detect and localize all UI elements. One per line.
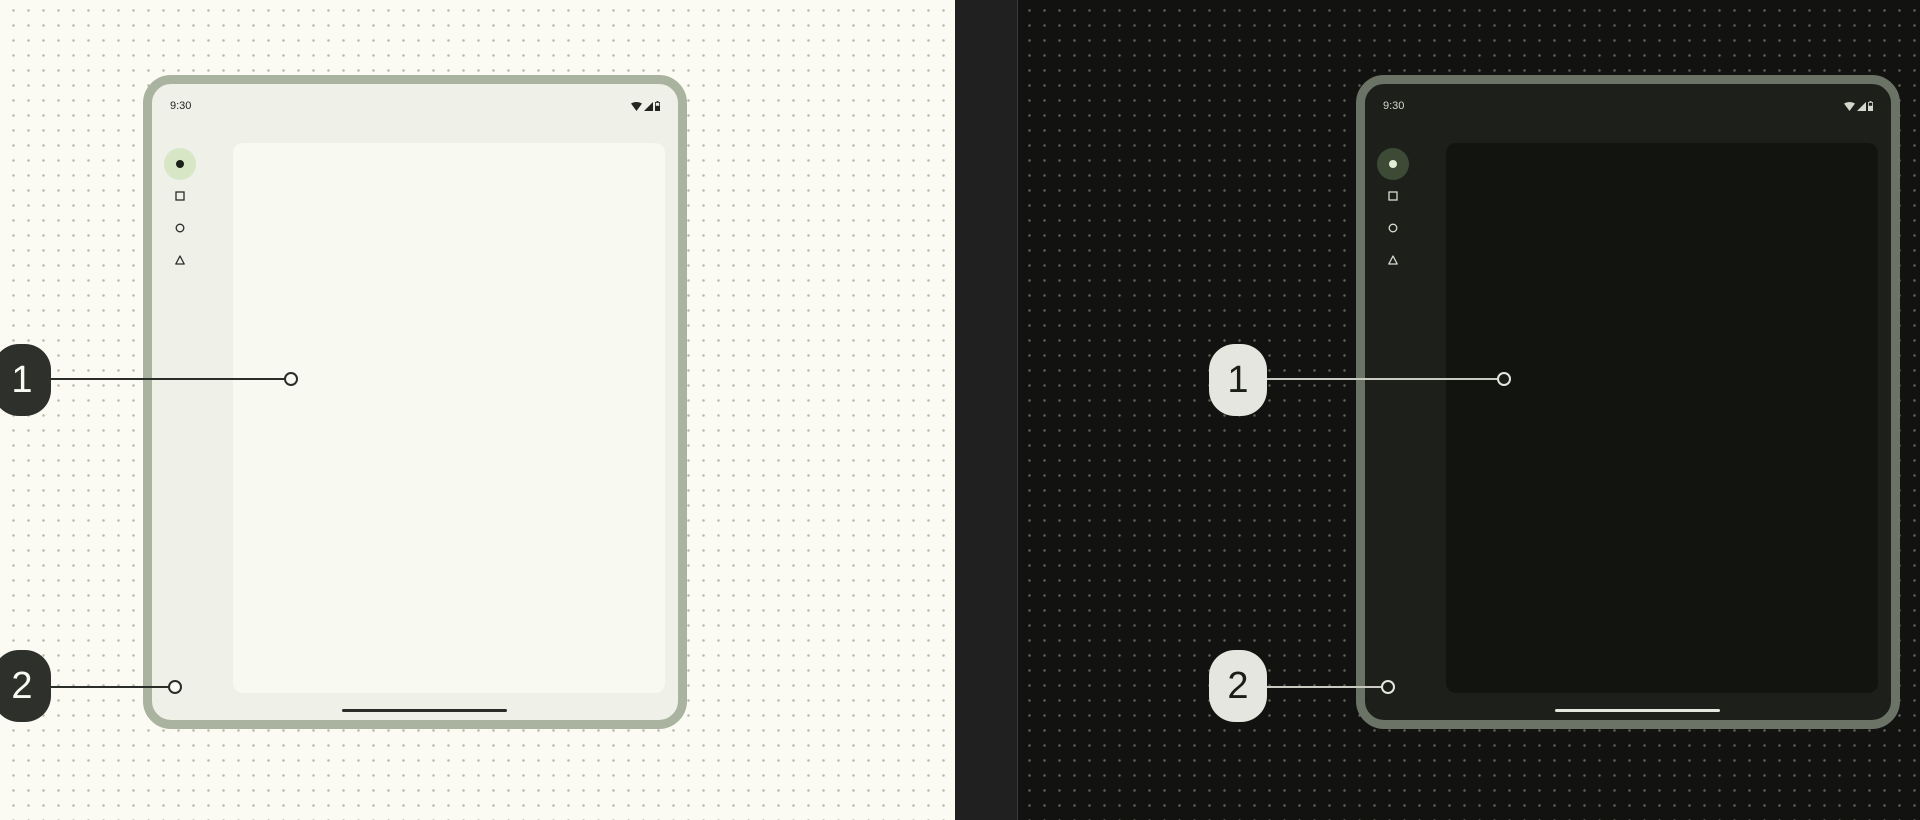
callout-2-marker bbox=[1381, 680, 1395, 694]
battery-icon bbox=[655, 101, 660, 111]
status-time: 9:30 bbox=[1383, 100, 1405, 112]
rail-item-3[interactable] bbox=[164, 212, 196, 244]
callout-2-badge: 2 bbox=[1209, 650, 1267, 722]
status-time: 9:30 bbox=[170, 100, 192, 112]
battery-icon bbox=[1868, 101, 1873, 111]
signal-icon bbox=[644, 101, 653, 111]
rail-item-4[interactable] bbox=[164, 244, 196, 276]
callout-2-line bbox=[1258, 686, 1384, 688]
rail-item-2[interactable] bbox=[1377, 180, 1409, 212]
wifi-icon bbox=[1844, 101, 1855, 111]
callout-1-marker bbox=[1497, 372, 1511, 386]
gesture-handle[interactable] bbox=[342, 709, 507, 712]
status-icons bbox=[1844, 101, 1873, 111]
wifi-icon bbox=[631, 101, 642, 111]
callout-2-line bbox=[45, 686, 171, 688]
circle-icon bbox=[175, 223, 185, 233]
rail-item-3[interactable] bbox=[1377, 212, 1409, 244]
rail-item-4[interactable] bbox=[1377, 244, 1409, 276]
content-pane bbox=[1446, 143, 1878, 693]
square-icon bbox=[1388, 191, 1398, 201]
callout-1-badge: 1 bbox=[0, 344, 51, 416]
callout-1-line bbox=[45, 378, 287, 380]
callout-1-marker bbox=[284, 372, 298, 386]
content-pane bbox=[233, 143, 665, 693]
callout-1-line bbox=[1258, 378, 1500, 380]
callout-2-badge: 2 bbox=[0, 650, 51, 722]
gesture-handle[interactable] bbox=[1555, 709, 1720, 712]
callout-1-badge: 1 bbox=[1209, 344, 1267, 416]
rail-item-1[interactable] bbox=[164, 148, 196, 180]
status-icons bbox=[631, 101, 660, 111]
filled-circle-icon bbox=[1389, 160, 1397, 168]
rail-item-2[interactable] bbox=[164, 180, 196, 212]
rail-item-1[interactable] bbox=[1377, 148, 1409, 180]
triangle-icon bbox=[1388, 255, 1398, 265]
signal-icon bbox=[1857, 101, 1866, 111]
square-icon bbox=[175, 191, 185, 201]
triangle-icon bbox=[175, 255, 185, 265]
filled-circle-icon bbox=[176, 160, 184, 168]
theme-divider-line bbox=[1017, 0, 1018, 820]
device-frame: 9:30 bbox=[1356, 75, 1900, 729]
circle-icon bbox=[1388, 223, 1398, 233]
theme-divider bbox=[955, 0, 1018, 820]
callout-2-marker bbox=[168, 680, 182, 694]
device-frame: 9:30 bbox=[143, 75, 687, 729]
